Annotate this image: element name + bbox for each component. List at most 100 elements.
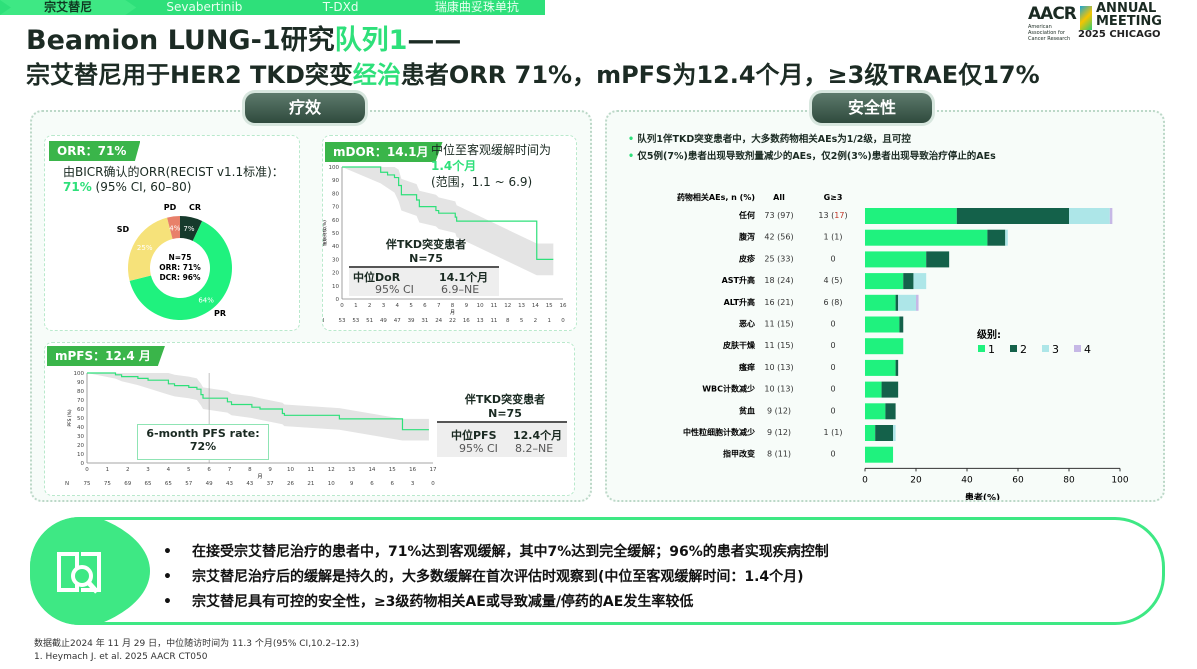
donut-slice-cr bbox=[180, 216, 203, 241]
summary-item: 宗艾替尼具有可控的安全性，≥3级药物相关AE或导致减量/停药的AE发生率较低 bbox=[191, 594, 694, 610]
y-tick: 90 bbox=[332, 178, 339, 184]
bar-grade-3 bbox=[893, 425, 896, 441]
donut-center-text: N=75 bbox=[169, 253, 192, 262]
x-tick: 0 bbox=[340, 303, 344, 309]
x-tick: 6 bbox=[207, 467, 211, 473]
x-tick: 11 bbox=[490, 303, 497, 309]
bar-grade-1 bbox=[865, 425, 876, 441]
y-tick: 0 bbox=[336, 297, 340, 303]
nav-item-tdxd[interactable]: T-DXd bbox=[322, 0, 359, 14]
bar-grade-2 bbox=[956, 208, 1069, 224]
nav-item-zongertinib[interactable]: 宗艾替尼 bbox=[0, 0, 137, 15]
y-tick: 20 bbox=[77, 443, 84, 449]
x-tick: 60 bbox=[1012, 475, 1024, 485]
y-tick: 60 bbox=[332, 218, 339, 224]
x-tick: 14 bbox=[532, 303, 539, 309]
x-tick: 6 bbox=[423, 303, 427, 309]
y-tick: 10 bbox=[77, 452, 84, 458]
title-line1: Beamion LUNG-1研究队列1—— bbox=[26, 18, 461, 57]
pfs-ci-label: 95% CI bbox=[459, 442, 498, 455]
y-axis-label: PFS (%) bbox=[67, 409, 73, 427]
pfs-ci-value: 8.2–NE bbox=[515, 442, 554, 455]
bar-grade-1 bbox=[865, 294, 896, 311]
title-line2: 宗艾替尼用于HER2 TKD突变经治患者ORR 71%，mPFS为12.4个月，… bbox=[26, 55, 1040, 90]
risk-count: 21 bbox=[307, 481, 314, 487]
x-tick: 16 bbox=[409, 467, 416, 473]
x-tick: 3 bbox=[146, 467, 150, 473]
ae-all: 9 (12) bbox=[767, 428, 791, 437]
ae-all: 42 (56) bbox=[764, 233, 793, 242]
summary-item: 在接受宗艾替尼治疗的患者中，71%达到客观缓解，其中7%达到完全缓解；96%的患… bbox=[191, 544, 829, 560]
y-tick: 50 bbox=[332, 231, 339, 237]
donut-center-text: DCR: 96% bbox=[159, 273, 201, 282]
x-tick: 1 bbox=[106, 467, 110, 473]
confidence-band bbox=[342, 167, 554, 276]
x-tick: 12 bbox=[504, 303, 511, 309]
ae-name: 恶心 bbox=[739, 319, 755, 329]
bar-grade-2 bbox=[899, 316, 904, 333]
title-highlight: 队列1 bbox=[334, 25, 408, 56]
y-tick: 10 bbox=[332, 284, 339, 290]
x-tick: 1 bbox=[354, 303, 358, 309]
ae-all: 73 (97) bbox=[764, 211, 793, 220]
risk-count: 69 bbox=[124, 481, 131, 487]
dor-note: 中位至客观缓解时间为 bbox=[431, 143, 552, 157]
ttr-range: (范围，1.1 ~ 6.9) bbox=[431, 175, 533, 189]
x-tick: 5 bbox=[409, 303, 413, 309]
y-tick: 30 bbox=[77, 434, 84, 440]
safety-bullet: 队列1伴TKD突变患者中，大多数药物相关AEs为1/2级，且可控 bbox=[637, 134, 911, 145]
logo-event1: ANNUAL bbox=[1096, 1, 1157, 16]
risk-count: 16 bbox=[463, 318, 470, 324]
pfs-rate-label: 6-month PFS rate: bbox=[146, 427, 260, 440]
risk-count: 43 bbox=[246, 481, 253, 487]
x-tick: 20 bbox=[910, 475, 922, 485]
ae-g3: 0 bbox=[830, 363, 835, 372]
ae-name: WBC计数减少 bbox=[702, 384, 755, 394]
ae-name: ALT升高 bbox=[724, 297, 755, 307]
risk-count: 75 bbox=[84, 481, 91, 487]
ae-all: 16 (21) bbox=[764, 298, 793, 307]
x-tick: 14 bbox=[368, 467, 375, 473]
ae-all: 10 (13) bbox=[764, 385, 793, 394]
x-axis-label: 月 bbox=[450, 310, 455, 316]
x-tick: 5 bbox=[187, 467, 191, 473]
nav-item-sevabertinib[interactable]: Sevabertinib bbox=[166, 0, 243, 14]
y-tick: 70 bbox=[332, 205, 339, 211]
ae-g3: 0 bbox=[830, 320, 835, 329]
x-tick: 7 bbox=[437, 303, 441, 309]
risk-count: 53 bbox=[352, 318, 359, 324]
bar-grade-3 bbox=[1005, 229, 1008, 246]
x-tick: 15 bbox=[389, 467, 396, 473]
logo-event2: MEETING bbox=[1096, 14, 1162, 29]
y-axis-label: 缓解持续(%) bbox=[323, 220, 328, 246]
bar-grade-4 bbox=[1109, 208, 1113, 224]
x-tick: 9 bbox=[465, 303, 469, 309]
ae-g3: 4 (5) bbox=[824, 276, 843, 285]
safety-bullets: • 队列1伴TKD突变患者中，大多数药物相关AEs为1/2级，且可控 • 仅5例… bbox=[628, 134, 996, 162]
bar-grade-3 bbox=[898, 294, 916, 311]
km-curve bbox=[342, 166, 554, 260]
slice-label: CR bbox=[189, 203, 201, 212]
bar-grade-1 bbox=[865, 229, 988, 246]
safety-heading: 安全性 bbox=[812, 93, 932, 123]
ae-name: 贫血 bbox=[738, 405, 755, 415]
orr-description: 由BICR确认的ORR(RECIST v1.1标准)： bbox=[63, 165, 284, 179]
dor-group: 伴TKD突变患者 bbox=[385, 238, 467, 251]
ae-g3: 13 (17) bbox=[818, 211, 847, 220]
logo-org: AACR bbox=[1028, 4, 1077, 24]
risk-count: 22 bbox=[449, 318, 456, 324]
y-tick: 40 bbox=[77, 425, 84, 431]
bar-grade-2 bbox=[881, 381, 899, 398]
bar-grade-1 bbox=[865, 251, 927, 268]
legend-label: 1 bbox=[988, 343, 995, 356]
bar-grade-2 bbox=[895, 359, 899, 376]
table-header-g3: G≥3 bbox=[824, 193, 843, 202]
bar-grade-2 bbox=[895, 294, 899, 311]
nav-item-trastuzumab-rezetecan[interactable]: 瑞康曲妥珠单抗 bbox=[434, 0, 519, 14]
subtitle-text-end: 患者ORR 71%，mPFS为12.4个月，≥3级TRAE仅17% bbox=[400, 61, 1040, 89]
ae-name: AST升高 bbox=[722, 275, 755, 285]
bar-grade-2 bbox=[987, 229, 1006, 246]
donut-slice-pd bbox=[167, 216, 180, 239]
risk-count: 57 bbox=[185, 481, 192, 487]
legend-title: 级别: bbox=[976, 328, 1001, 341]
